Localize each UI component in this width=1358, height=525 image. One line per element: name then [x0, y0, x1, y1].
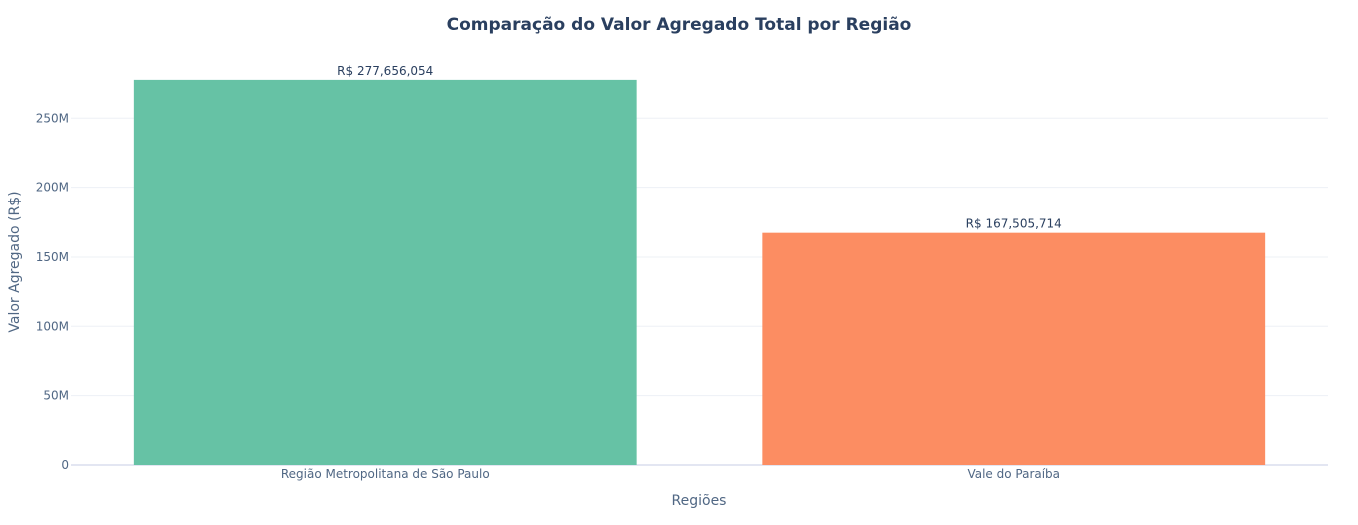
- y-tick-label: 200M: [36, 181, 69, 195]
- bars: R$ 277,656,054 R$ 167,505,714: [133, 64, 1266, 465]
- x-tick-label: Vale do Paraíba: [967, 467, 1060, 481]
- y-tick-label: 250M: [36, 111, 69, 125]
- bar-data-label: R$ 167,505,714: [966, 217, 1062, 231]
- x-axis-ticks: Região Metropolitana de São Paulo Vale do…: [281, 467, 1060, 481]
- x-axis-title: Regiões: [672, 493, 727, 509]
- bar: [133, 79, 637, 465]
- bar-data-label: R$ 277,656,054: [337, 64, 433, 78]
- x-tick-label: Região Metropolitana de São Paulo: [281, 467, 490, 481]
- bar: [762, 232, 1266, 465]
- y-axis-ticks: 0 50M 100M 150M 200M 250M: [36, 111, 69, 472]
- y-axis-title: Valor Agregado (R$): [7, 191, 23, 332]
- y-tick-label: 50M: [43, 389, 69, 403]
- y-tick-label: 100M: [36, 319, 69, 333]
- y-tick-label: 150M: [36, 250, 69, 264]
- y-tick-label: 0: [61, 458, 69, 472]
- chart-title: Comparação do Valor Agregado Total por R…: [447, 15, 912, 35]
